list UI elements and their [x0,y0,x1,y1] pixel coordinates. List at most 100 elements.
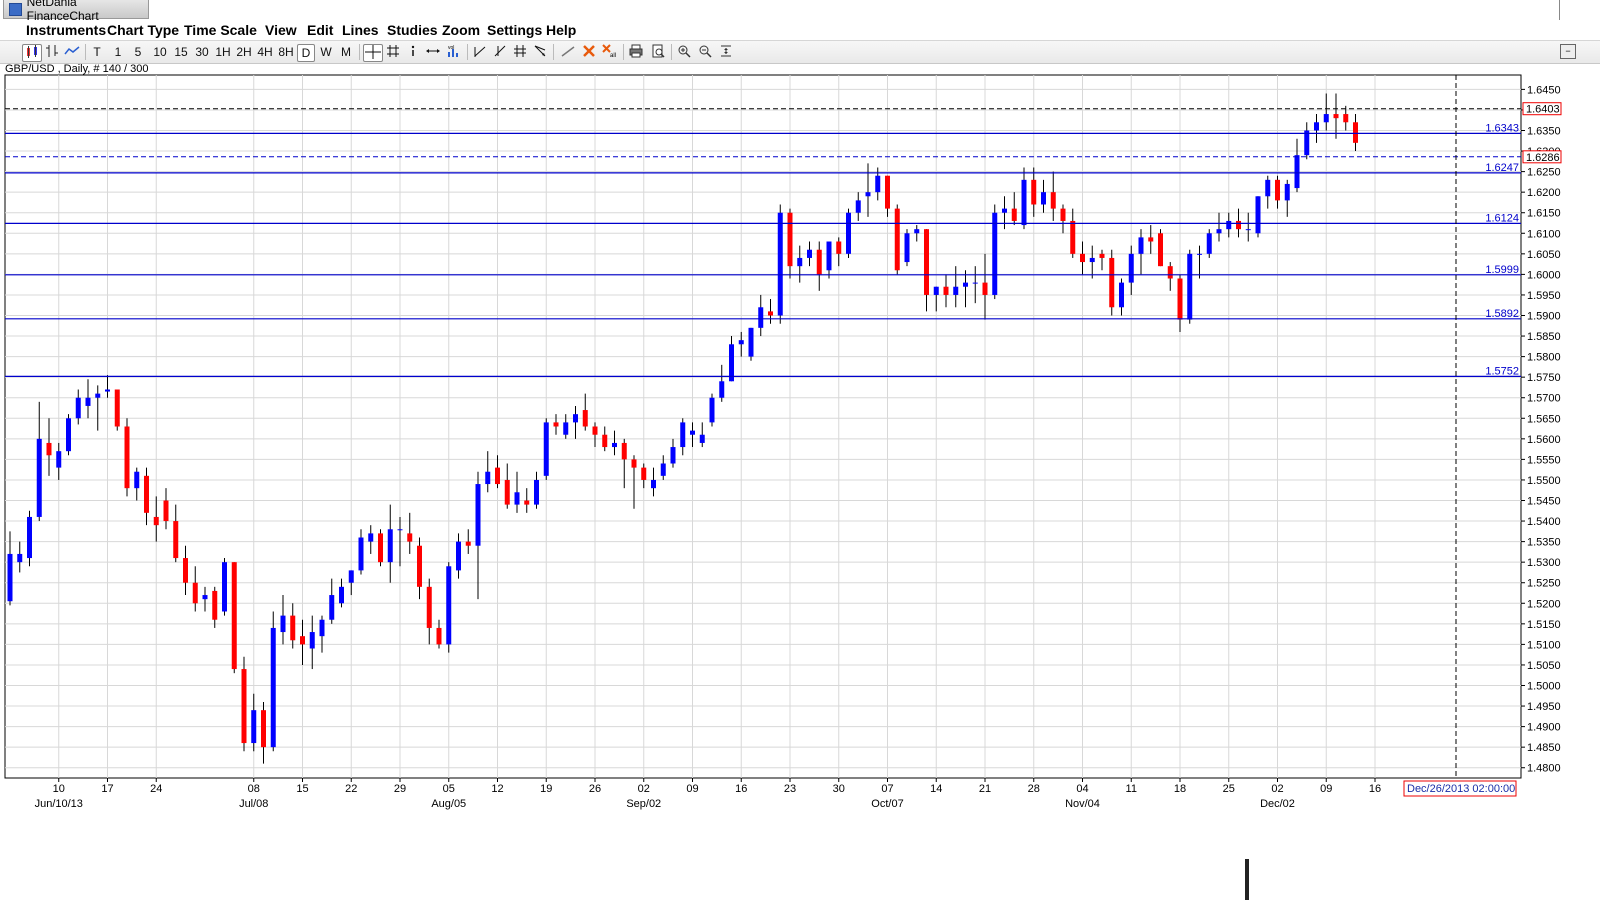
candle-up[interactable] [573,414,578,423]
candle-up[interactable] [1041,192,1046,205]
menu-lines[interactable]: Lines [342,22,379,38]
candle-up[interactable] [1265,179,1271,197]
candle-up[interactable] [397,529,403,531]
candle-down[interactable] [768,311,773,316]
candle-up[interactable] [972,282,978,284]
candle-up[interactable] [309,632,315,649]
candle-down[interactable] [241,669,247,744]
candle-up[interactable] [66,418,71,452]
candle-down[interactable] [183,558,188,583]
candle-up[interactable] [963,282,968,287]
candle-down[interactable] [582,410,588,427]
candle-down[interactable] [153,516,159,526]
candle-up[interactable] [826,241,832,271]
candle-down[interactable] [1050,192,1056,209]
candle-up[interactable] [222,562,227,612]
candle-up[interactable] [953,286,959,295]
timescale-daily[interactable]: D [297,44,315,62]
candle-down[interactable] [1148,237,1154,242]
candle-up[interactable] [690,430,695,435]
candle-down[interactable] [192,582,198,604]
candle-up[interactable] [270,627,276,748]
plot-area[interactable] [4,74,1522,779]
candle-up[interactable] [709,397,715,423]
zoom-out-icon[interactable] [697,44,713,60]
candle-up[interactable] [1294,155,1300,189]
candle-up[interactable] [543,422,549,476]
candle-up[interactable] [56,451,62,468]
candle-down[interactable] [602,434,608,448]
menu-view[interactable]: View [265,22,297,38]
candle-up[interactable] [329,595,335,620]
candle-down[interactable] [46,442,52,456]
candle-down[interactable] [982,282,988,295]
candle-up[interactable] [1187,253,1193,320]
candle-down[interactable] [885,175,890,209]
candle-down[interactable] [417,545,422,587]
print-icon[interactable] [628,44,644,60]
candle-up[interactable] [1314,122,1319,131]
grid-icon[interactable] [385,44,401,60]
candle-down[interactable] [261,710,266,748]
candle-up[interactable] [134,471,140,489]
candle-down[interactable] [212,590,218,620]
preview-icon[interactable] [650,44,666,60]
price-chart[interactable]: 1.64501.64001.63501.63001.62501.62001.61… [0,0,1600,819]
candle-up[interactable] [846,212,851,254]
candle-up[interactable] [1304,130,1310,156]
timescale-4h[interactable]: 4H [257,45,273,59]
candle-down[interactable] [816,249,822,275]
candle-up[interactable] [339,586,344,604]
candle-down[interactable] [787,212,793,267]
candle-down[interactable] [1070,220,1076,254]
candle-up[interactable] [807,249,812,258]
candle-up[interactable] [933,286,939,295]
candle-up[interactable] [1206,233,1212,254]
candle-up[interactable] [729,344,734,382]
candle-up[interactable] [456,541,461,571]
candle-up[interactable] [904,233,910,263]
candle-down[interactable] [641,467,647,480]
menu-settings[interactable]: Settings [487,22,543,38]
candle-up[interactable] [777,212,783,316]
candle-down[interactable] [173,521,179,559]
candle-up[interactable] [1245,229,1251,231]
window-tab[interactable]: NetDania FinanceChart [3,0,149,23]
candle-down[interactable] [504,479,510,505]
candle-up[interactable] [1138,237,1144,254]
trendline-icon[interactable] [472,44,488,60]
candle-up[interactable] [1002,208,1007,213]
candle-up[interactable] [699,434,705,443]
candle-up[interactable] [7,553,13,602]
candle-down[interactable] [1177,278,1183,320]
draw-line-icon[interactable] [560,44,576,60]
candle-up[interactable] [680,422,686,448]
menu-instruments[interactable]: Instruments [26,22,107,38]
line-chart-icon[interactable] [63,44,81,60]
candle-up[interactable] [1216,229,1222,234]
candle-down[interactable] [1236,220,1241,230]
candle-down[interactable] [1080,253,1085,263]
candle-down[interactable] [1275,179,1280,201]
candle-up[interactable] [612,442,617,448]
menu-time-scale[interactable]: Time Scale [184,22,257,38]
candle-down[interactable] [1167,266,1173,279]
timescale-1h[interactable]: 1H [215,45,231,59]
candle-down[interactable] [1099,253,1105,258]
ohlc-bars-icon[interactable] [44,44,60,60]
candle-up[interactable] [95,393,101,398]
candle-down[interactable] [1343,114,1349,123]
fit-icon[interactable] [718,44,734,60]
candle-down[interactable] [1158,233,1163,267]
candle-up[interactable] [719,381,725,398]
candles-icon[interactable] [22,44,42,62]
crosshair-icon[interactable] [363,44,383,62]
candle-up[interactable] [797,257,803,267]
candle-down[interactable] [621,442,627,460]
timescale-weekly[interactable]: W [320,45,332,59]
menu-edit[interactable]: Edit [307,22,334,38]
candle-up[interactable] [660,463,666,476]
menu-zoom[interactable]: Zoom [442,22,481,38]
splitter-handle[interactable] [1245,859,1249,900]
candle-up[interactable] [319,619,325,637]
